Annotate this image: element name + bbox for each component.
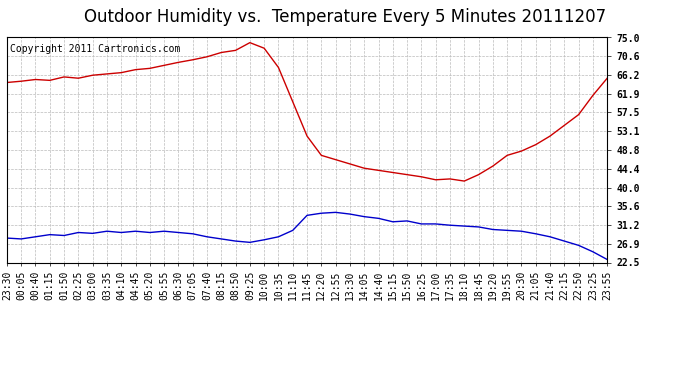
Text: Outdoor Humidity vs.  Temperature Every 5 Minutes 20111207: Outdoor Humidity vs. Temperature Every 5… [84,8,606,26]
Text: Copyright 2011 Cartronics.com: Copyright 2011 Cartronics.com [10,44,180,54]
